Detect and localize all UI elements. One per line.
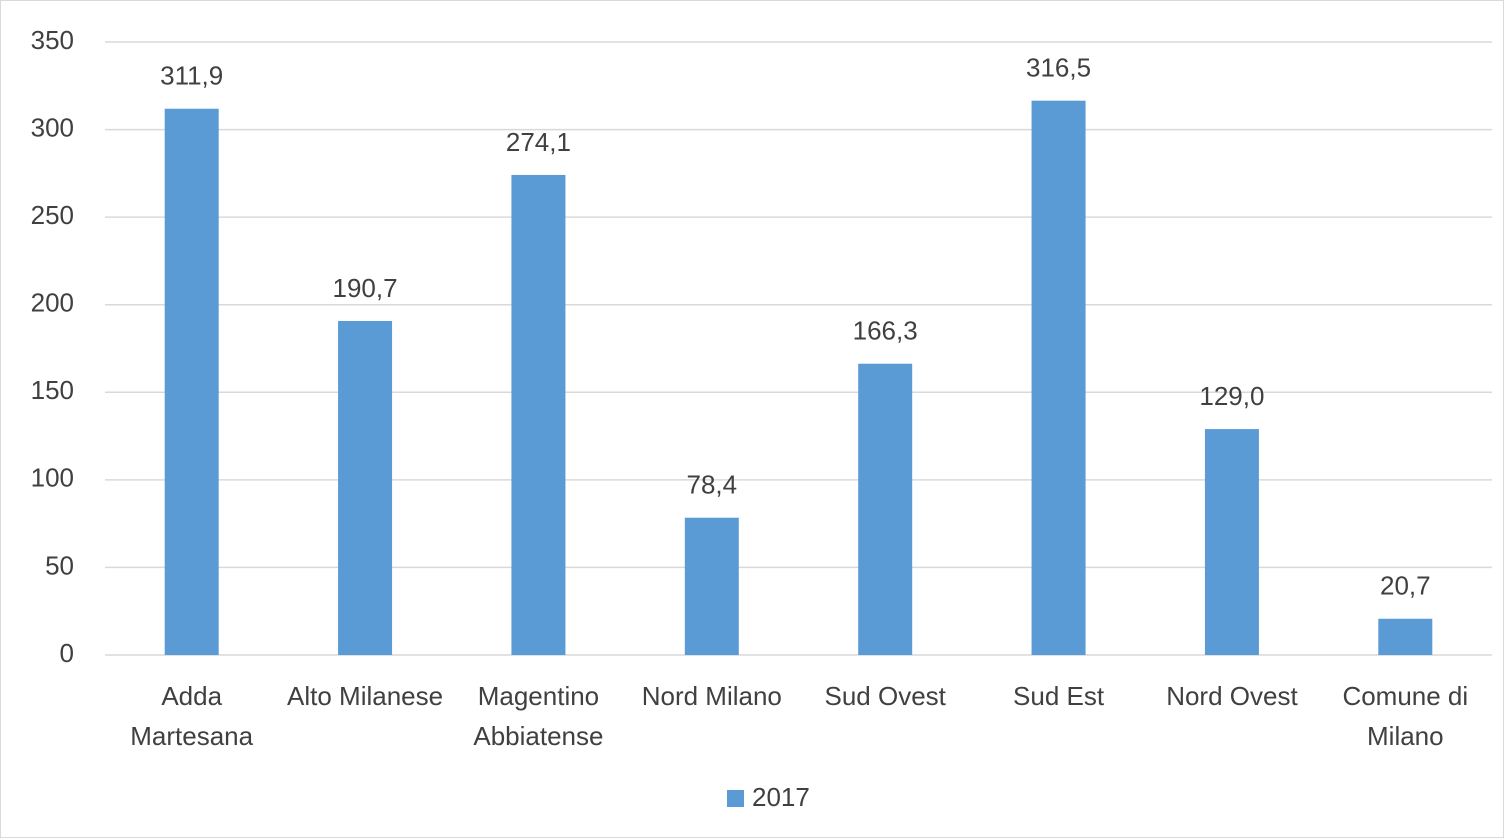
y-tick-label: 50	[45, 550, 74, 580]
value-label: 166,3	[853, 316, 918, 346]
legend-label: 2017	[752, 782, 810, 812]
bar	[511, 174, 566, 656]
y-tick-label: 150	[31, 375, 74, 405]
y-tick-label: 250	[31, 200, 74, 230]
bar	[164, 108, 219, 655]
value-label: 316,5	[1026, 53, 1091, 83]
value-label: 20,7	[1380, 571, 1431, 601]
x-tick-label: Comune di Milano	[1342, 681, 1469, 751]
bar	[858, 363, 913, 655]
y-tick-label: 300	[31, 112, 74, 142]
bar	[1031, 100, 1086, 656]
value-label: 274,1	[506, 127, 571, 157]
value-label: 311,9	[160, 61, 223, 91]
legend-swatch	[727, 790, 744, 807]
y-tick-label: 350	[31, 25, 74, 55]
y-tick-label: 200	[31, 288, 74, 318]
value-label: 129,0	[1199, 381, 1264, 411]
bar	[1204, 429, 1259, 655]
value-label: 78,4	[687, 470, 738, 500]
bar	[684, 517, 739, 655]
x-tick-label: Magentino Abbiatense	[473, 681, 604, 751]
bar	[338, 321, 393, 655]
bar	[1378, 618, 1433, 655]
y-tick-label: 0	[60, 638, 74, 668]
value-label: 190,7	[333, 273, 398, 303]
x-tick-label: Sud Ovest	[824, 681, 946, 711]
x-tick-label: Nord Milano	[641, 681, 782, 711]
x-tick-label: Alto Milanese	[287, 681, 444, 711]
x-tick-label: Nord Ovest	[1166, 681, 1298, 711]
x-tick-label: Adda Martesana	[130, 681, 254, 751]
y-tick-label: 100	[31, 463, 74, 493]
x-tick-label: Sud Est	[1013, 681, 1105, 711]
